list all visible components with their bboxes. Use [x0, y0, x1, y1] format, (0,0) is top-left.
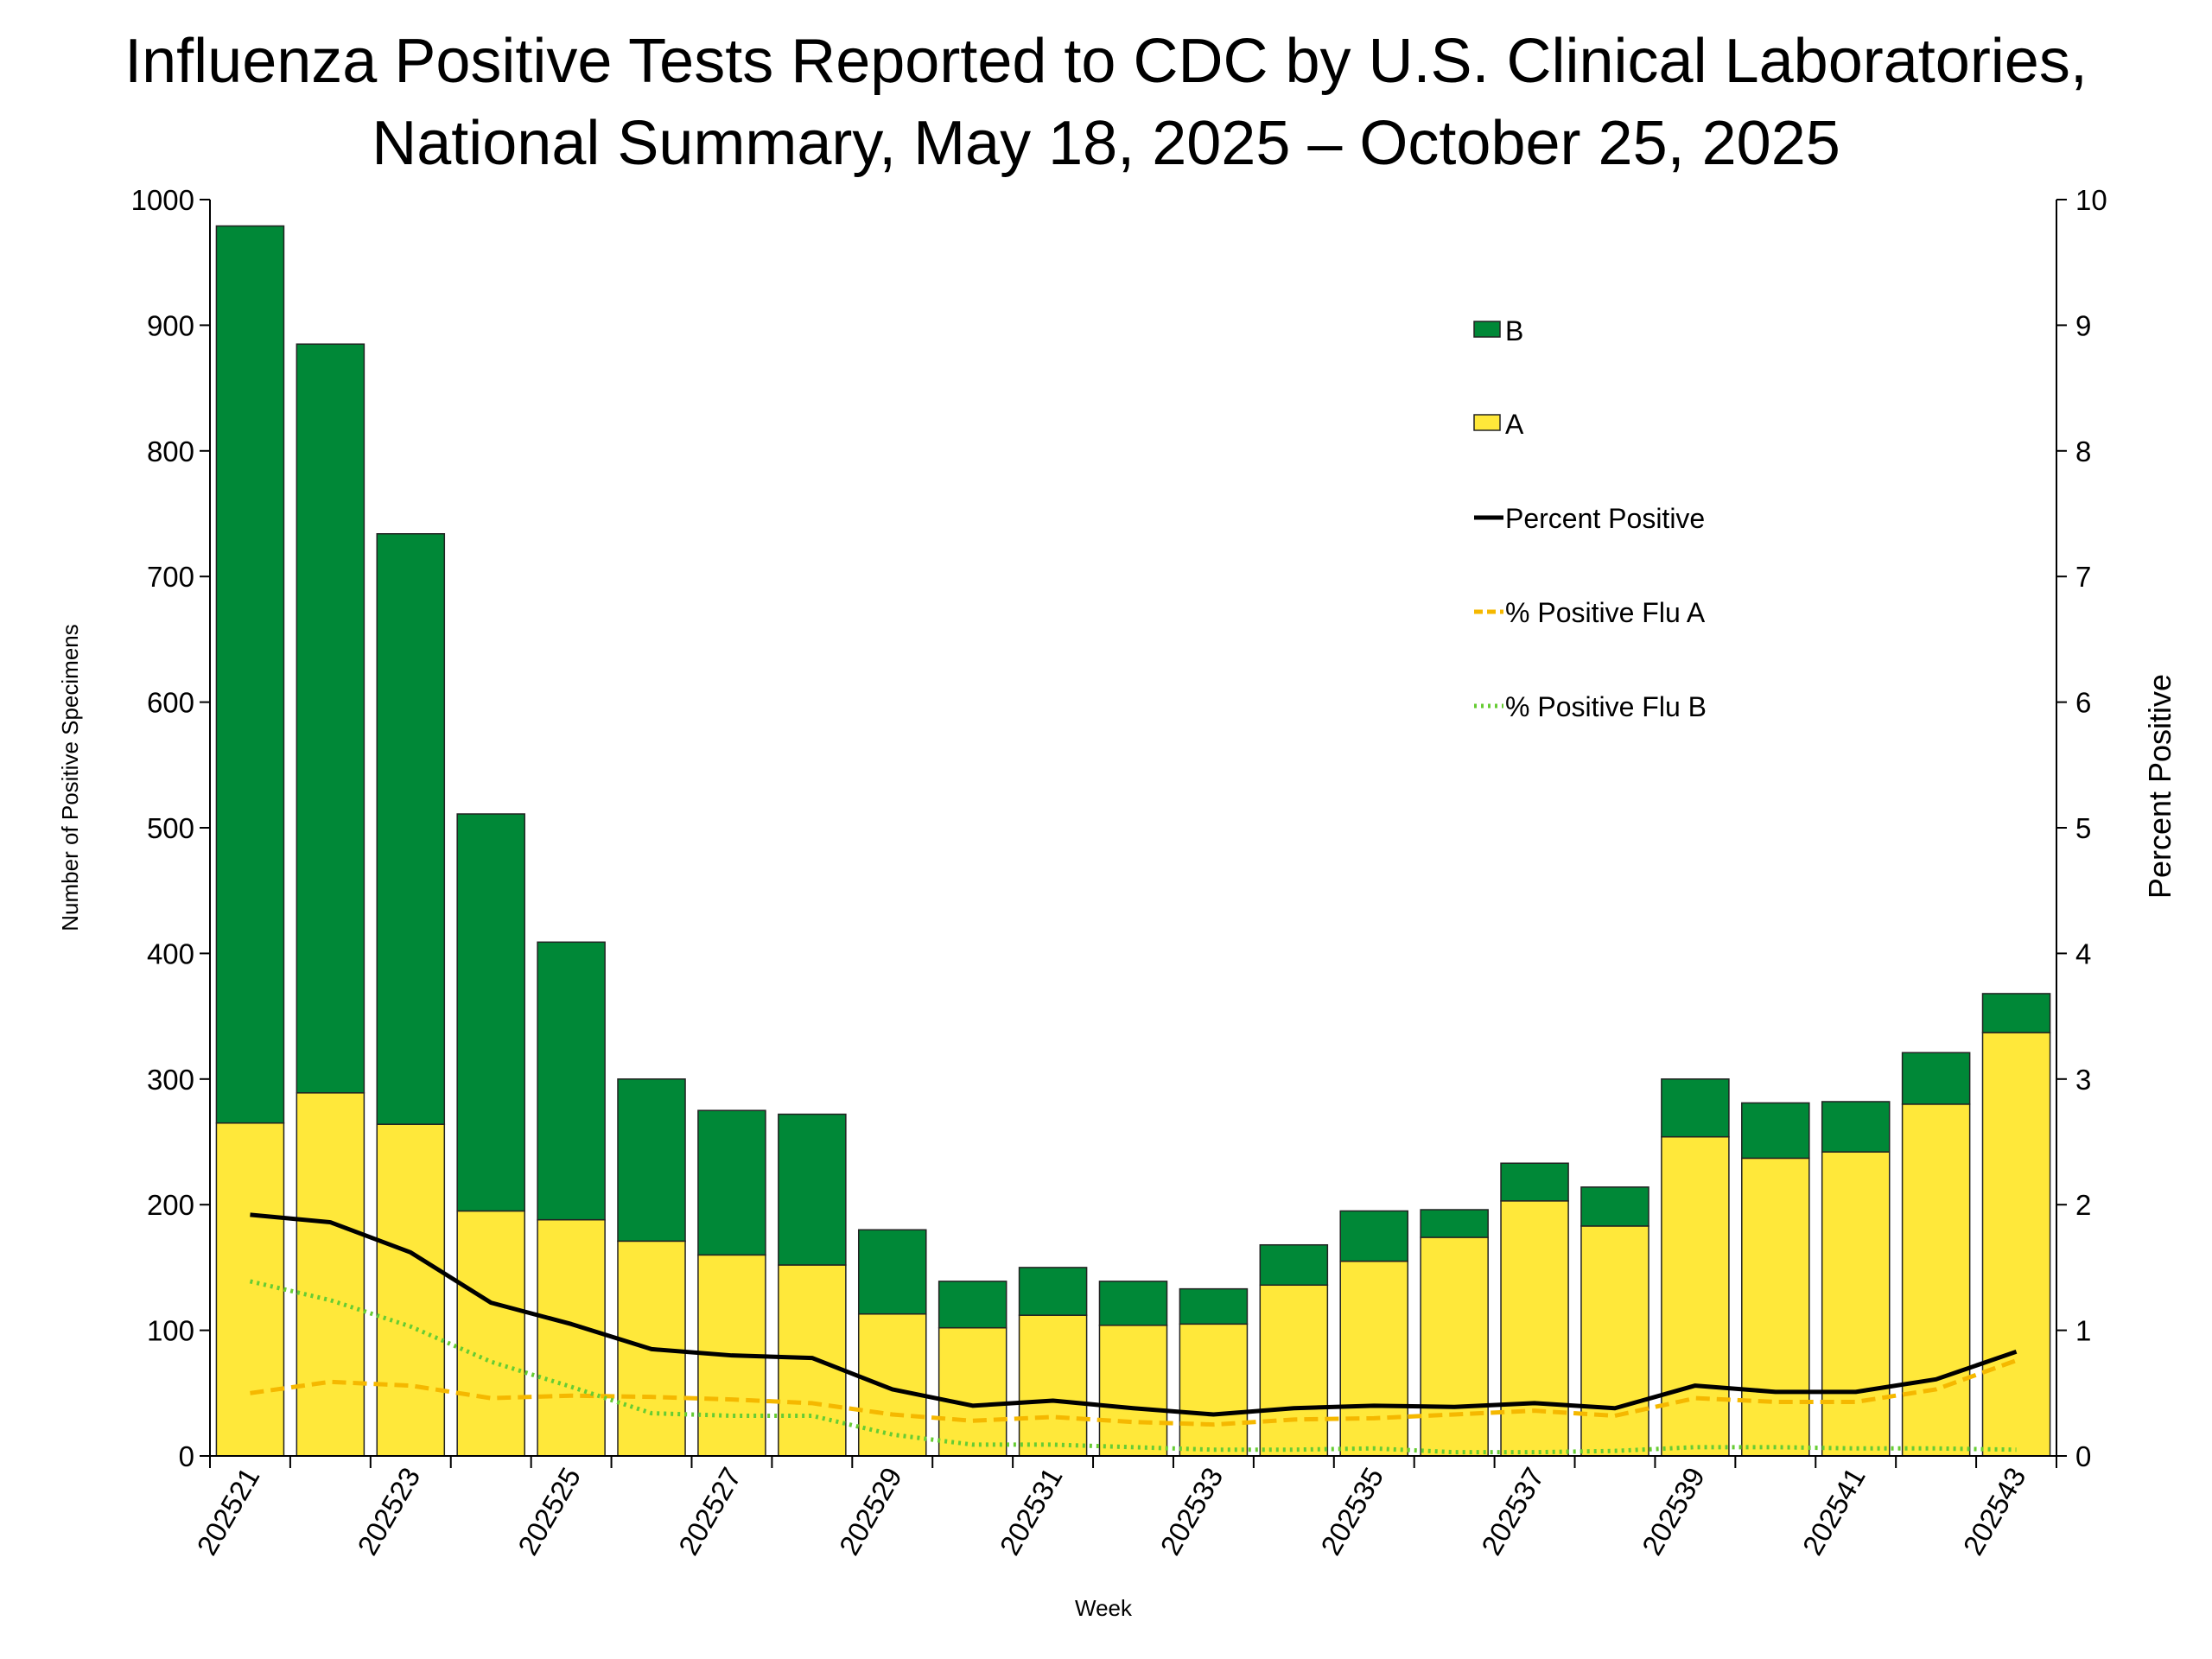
bar-a-202541: [1821, 1151, 1891, 1457]
y2-tick-label: 3: [2075, 1064, 2091, 1096]
bar-a-202533: [1179, 1323, 1249, 1457]
bar-b-202540: [1741, 1102, 1810, 1160]
legend-label: % Positive Flu A: [1505, 597, 1706, 628]
bar-b-202536: [1420, 1209, 1489, 1238]
bar-b-202537: [1500, 1162, 1569, 1202]
bar-b-202531: [1018, 1267, 1088, 1316]
y-tick-label: 100: [147, 1315, 194, 1347]
y2-tick-label: 6: [2075, 687, 2091, 719]
legend: B A Percent Positive % Positive Flu A % Posi…: [1473, 315, 1707, 722]
legend-label: % Positive Flu B: [1505, 691, 1707, 722]
y2-tick-label: 7: [2075, 561, 2091, 593]
bar-a-202538: [1580, 1225, 1649, 1457]
y-tick-label: 700: [147, 561, 194, 593]
bar-b-202543: [1981, 993, 2051, 1033]
y-tick-label: 300: [147, 1064, 194, 1096]
bar-b-202530: [938, 1281, 1007, 1329]
y-axis-label: Number of Positive Specimens: [57, 624, 83, 931]
y2-tick-label: 1: [2075, 1315, 2091, 1347]
legend-label: A: [1505, 409, 1524, 440]
chart-subtitle: National Summary, May 18, 2025 – October…: [372, 109, 1840, 178]
y-tick-label: 500: [147, 812, 194, 844]
bars-layer: [215, 225, 2051, 1457]
x-tick-label: 202527: [672, 1462, 747, 1560]
legend-label: B: [1505, 315, 1523, 346]
x-tick-label: 202537: [1475, 1462, 1550, 1560]
x-tick-label: 202541: [1796, 1462, 1872, 1560]
bar-b-202527: [697, 1109, 766, 1256]
y2-tick-label: 8: [2075, 435, 2091, 467]
bar-b-202541: [1821, 1101, 1891, 1153]
bar-a-202536: [1420, 1236, 1489, 1457]
y2-tick-label: 2: [2075, 1189, 2091, 1221]
bar-a-202532: [1098, 1325, 1168, 1457]
bar-b-202535: [1339, 1210, 1409, 1262]
y2-tick-label: 4: [2075, 938, 2091, 969]
y2-tick-label: 5: [2075, 812, 2091, 844]
bar-b-202532: [1098, 1281, 1168, 1326]
x-tick-label: 202523: [351, 1462, 426, 1560]
bar-b-202533: [1179, 1287, 1249, 1325]
bar-a-202539: [1661, 1135, 1730, 1457]
bar-a-202525: [537, 1218, 606, 1457]
bar-b-202524: [456, 813, 525, 1212]
y-tick-label: 200: [147, 1189, 194, 1221]
x-tick-label: 202531: [994, 1462, 1069, 1560]
bar-a-202531: [1018, 1314, 1088, 1457]
bar-a-202540: [1741, 1157, 1810, 1457]
bar-a-202542: [1901, 1103, 1971, 1457]
legend-swatch: [1473, 414, 1501, 431]
bar-b-202525: [537, 941, 606, 1221]
bar-a-202528: [778, 1264, 847, 1457]
y2-tick-label: 0: [2075, 1440, 2091, 1472]
x-tick-label: 202529: [833, 1462, 908, 1560]
line--positive-flu-a: [250, 1358, 2018, 1427]
legend-swatch: [1473, 321, 1501, 338]
y-tick-label: 0: [179, 1440, 194, 1472]
bar-a-202521: [215, 1122, 285, 1457]
y2-axis-label: Percent Positive: [2142, 674, 2177, 899]
bar-a-202530: [938, 1326, 1007, 1457]
x-tick-label: 202535: [1314, 1462, 1389, 1560]
line-percent-positive: [250, 1212, 2018, 1417]
bar-b-202538: [1580, 1186, 1649, 1227]
y-tick-label: 400: [147, 938, 194, 969]
x-axis-label: Week: [1075, 1595, 1133, 1621]
bar-b-202542: [1901, 1052, 1971, 1105]
bar-b-202534: [1259, 1243, 1329, 1287]
bar-a-202523: [376, 1123, 446, 1457]
bar-a-202522: [296, 1092, 365, 1457]
y2-tick-label: 10: [2075, 184, 2107, 216]
x-tick-label: 202539: [1636, 1462, 1711, 1560]
y-tick-label: 1000: [131, 184, 194, 216]
bar-b-202528: [778, 1113, 847, 1266]
bar-b-202539: [1661, 1078, 1730, 1138]
line--positive-flu-b: [249, 1279, 2017, 1455]
bar-b-202529: [857, 1229, 927, 1315]
x-tick-label: 202543: [1957, 1462, 2032, 1560]
bar-a-202534: [1259, 1284, 1329, 1457]
bar-a-202535: [1339, 1260, 1409, 1457]
y2-tick-label: 9: [2075, 309, 2091, 341]
x-tick-label: 202525: [512, 1462, 587, 1560]
lines-layer: [249, 1212, 2018, 1455]
bar-b-202521: [215, 225, 285, 1124]
y-tick-label: 800: [147, 435, 194, 467]
bar-a-202537: [1500, 1200, 1569, 1457]
bar-b-202523: [376, 533, 446, 1125]
y-tick-label: 600: [147, 687, 194, 719]
bar-a-202543: [1981, 1032, 2051, 1457]
x-tick-label: 202521: [190, 1462, 265, 1560]
chart-title: Influenza Positive Tests Reported to CDC…: [124, 27, 2088, 96]
y-tick-label: 900: [147, 309, 194, 341]
x-tick-label: 202533: [1154, 1462, 1229, 1560]
bar-a-202524: [456, 1210, 525, 1457]
bar-b-202526: [617, 1078, 686, 1243]
bar-a-202529: [857, 1313, 927, 1457]
legend-label: Percent Positive: [1505, 503, 1705, 534]
bar-b-202522: [296, 343, 365, 1094]
